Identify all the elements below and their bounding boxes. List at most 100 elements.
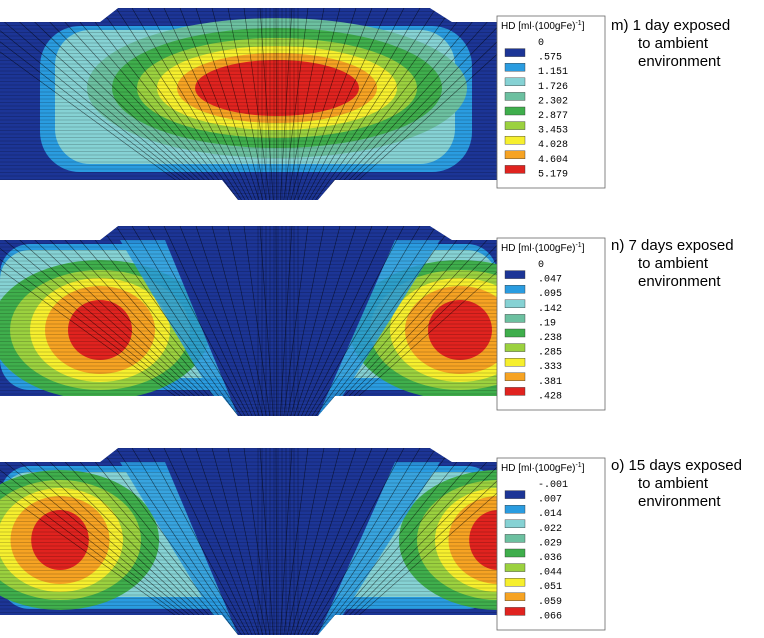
legend-value: .142: [538, 304, 562, 315]
legend-value: .238: [538, 333, 562, 344]
mesh-line: [0, 8, 207, 200]
caption: n) 7 days exposed: [611, 237, 734, 254]
mesh-line: [287, 448, 325, 635]
mesh-line: [195, 226, 260, 416]
mesh-line: [83, 448, 235, 635]
mesh-line: [325, 8, 497, 200]
mesh-line: [294, 226, 357, 416]
mesh-line: [115, 448, 242, 635]
mesh-line: [83, 8, 235, 200]
legend-swatch: [504, 328, 526, 338]
mesh-line: [51, 226, 228, 416]
legend: HD [ml·(100gFe)-1] -.001 .007 .014 .022 .029.…: [496, 457, 606, 631]
caption: to ambient: [638, 255, 709, 272]
legend-swatch: [504, 92, 526, 101]
mesh-line: [0, 8, 204, 200]
mesh-line: [99, 8, 239, 200]
mesh-line: [301, 226, 389, 416]
mesh-line: [0, 226, 214, 416]
mesh-line: [35, 8, 225, 200]
mesh-line: [35, 448, 225, 635]
title-text: HD [ml·(100gFe): [501, 243, 575, 254]
mesh-line: [131, 226, 246, 416]
legend-swatch: [504, 592, 526, 601]
legend-swatch: [504, 387, 526, 396]
mesh-line: [322, 226, 485, 416]
legend-swatch: [504, 285, 526, 294]
legend-swatch: [504, 578, 526, 587]
legend-swatch: [504, 165, 526, 174]
legend-value: .029: [538, 538, 562, 549]
mesh-line: [332, 226, 497, 416]
legend-value: 4.604: [538, 155, 568, 166]
mesh-line: [67, 8, 232, 200]
mesh-line: [290, 226, 341, 416]
zone: [68, 300, 132, 360]
mesh-line: [243, 226, 271, 416]
mesh-line: [83, 226, 235, 416]
mesh-line: [318, 8, 469, 200]
mesh-line: [322, 448, 485, 635]
mesh-line: [179, 8, 256, 200]
title-sup: -1: [575, 462, 581, 469]
legend-swatch: [504, 505, 526, 514]
legend-box: [496, 15, 606, 189]
mesh-line: [0, 8, 214, 200]
caption: environment: [638, 273, 721, 290]
legend-value: .285: [538, 348, 562, 359]
mesh-line: [51, 8, 228, 200]
contour-fill: [0, 8, 497, 200]
legend-value: 1.726: [538, 82, 568, 93]
legend-swatch: [504, 607, 526, 616]
legend-swatch: [504, 150, 526, 160]
mesh-line: [99, 226, 239, 416]
mesh-line: [290, 8, 341, 200]
title-end: ]: [582, 243, 585, 254]
contour-panel: [0, 8, 497, 200]
mesh-line: [329, 448, 497, 635]
mesh-line: [329, 226, 497, 416]
legend-value: 0: [538, 260, 544, 271]
legend-title: HD [ml·(100gFe)-1]: [501, 20, 585, 32]
mesh-line: [275, 8, 278, 200]
mesh-line: [318, 226, 469, 416]
title-end: ]: [582, 21, 585, 32]
mesh-line: [0, 226, 207, 416]
mesh-line: [283, 8, 309, 200]
legend-title: HD [ml·(100gFe)-1]: [501, 462, 585, 474]
mesh-line: [283, 226, 309, 416]
legend-swatch: [504, 77, 526, 87]
legend-swatch: [504, 519, 526, 528]
mesh-line: [332, 448, 497, 635]
mesh-line: [297, 448, 373, 635]
mesh-line: [332, 8, 497, 200]
legend-value: .381: [538, 377, 562, 388]
legend-title: HD [ml·(100gFe)-1]: [501, 242, 585, 254]
legend-value: .066: [538, 611, 562, 622]
mesh-line: [35, 226, 225, 416]
mesh-line: [311, 448, 437, 635]
legend-swatch: [504, 563, 526, 572]
mesh-line: [211, 448, 263, 635]
mesh-line: [297, 226, 373, 416]
mesh-line: [0, 448, 204, 635]
mesh-line: [275, 448, 278, 635]
zone: [469, 510, 497, 570]
caption: environment: [638, 493, 721, 510]
mesh-line: [19, 226, 221, 416]
mesh-line: [297, 8, 373, 200]
legend-value: .014: [538, 509, 562, 520]
mesh-line: [0, 448, 214, 635]
legend-swatch: [504, 490, 526, 499]
legend-value: .059: [538, 597, 562, 608]
mesh-line: [336, 448, 497, 635]
legend: HD [ml·(100gFe)-1] 0 .047 .095 .142 .19 .238 .2…: [496, 237, 606, 411]
mesh-line: [179, 226, 256, 416]
legend-swatch: [504, 534, 526, 543]
mesh-line: [311, 226, 437, 416]
mesh-line: [325, 226, 497, 416]
mesh-line: [315, 8, 453, 200]
mesh-line: [147, 448, 249, 635]
mesh-line: [147, 226, 249, 416]
mesh-line: [304, 448, 405, 635]
